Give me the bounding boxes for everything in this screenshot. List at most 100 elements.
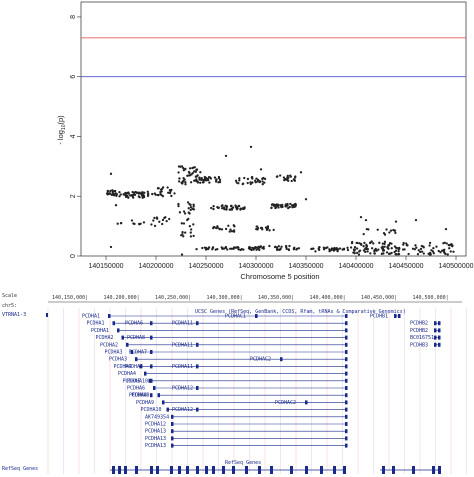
data-point [212, 207, 215, 211]
data-point [177, 204, 180, 208]
gene-exon [434, 328, 437, 333]
track-title: UCSC Genes (RefSeq, GenBank, CCDS, Rfam,… [195, 309, 406, 315]
data-point [276, 175, 279, 178]
data-point [205, 246, 208, 250]
data-point [213, 176, 217, 179]
data-point [196, 180, 199, 183]
data-point [369, 252, 372, 255]
data-point [177, 180, 181, 183]
data-point [173, 192, 176, 195]
data-point [160, 190, 163, 193]
data-point [161, 222, 164, 226]
browser-grid [47, 308, 467, 474]
manhattan-plot: 0 2 4 6 8 140150000 140200000 140250000 1403000… [56, 1, 474, 280]
gene-label-c3: PCDHAC1 [225, 314, 246, 320]
data-point [186, 174, 189, 177]
gene-exon [171, 429, 174, 434]
gene-exon [434, 342, 437, 347]
data-point [378, 241, 381, 244]
gene-label-mid: PCDHA8 [127, 335, 145, 341]
data-point [413, 248, 416, 251]
gene-exon [196, 342, 199, 347]
data-point [322, 248, 326, 251]
x-axis: 140150000 140200000 140250000 140300000 1403… [88, 256, 474, 270]
gene-exon [438, 328, 441, 333]
gene-label-mid2: PCDHA12 [172, 407, 193, 413]
gene-exon [434, 335, 437, 340]
data-point [383, 245, 386, 248]
refseq-exon [135, 466, 138, 474]
gene-label-mid: PCDHA10 [127, 378, 148, 384]
data-point [141, 193, 145, 197]
data-point [216, 248, 219, 251]
gene-exon [345, 378, 348, 383]
gene-label-mid: PCDHA7 [129, 350, 147, 356]
data-point [443, 248, 446, 251]
data-point [393, 250, 396, 254]
data-point [130, 219, 134, 222]
data-point [287, 206, 290, 210]
gene-exon [280, 357, 283, 362]
data-point [182, 235, 185, 238]
data-point [152, 219, 155, 222]
data-point [127, 196, 130, 199]
refseq-exon [178, 466, 181, 474]
data-point [388, 231, 391, 234]
refseq-exon [258, 466, 261, 474]
data-point [108, 192, 111, 195]
gene-exon [255, 314, 258, 318]
data-point [414, 244, 417, 247]
data-point [335, 246, 338, 250]
data-point [416, 252, 420, 256]
data-point [259, 245, 263, 248]
data-point [328, 250, 331, 253]
data-point [380, 246, 383, 249]
gene-exon [150, 393, 153, 398]
data-point [420, 250, 424, 253]
gene-label-right: PCDHB2 [410, 321, 428, 327]
data-point [151, 192, 154, 196]
data-point [229, 208, 232, 211]
data-point [286, 178, 289, 181]
y-tick-label: 0 [70, 254, 77, 258]
data-point [143, 191, 146, 194]
data-point [133, 193, 137, 197]
data-point [249, 145, 253, 149]
data-point [349, 246, 353, 249]
y-tick-label: 6 [70, 75, 77, 79]
data-point [246, 177, 250, 181]
data-point [287, 248, 291, 252]
data-point [147, 192, 150, 195]
data-point [251, 181, 254, 184]
data-point [170, 194, 173, 198]
refseq-exon [382, 466, 385, 474]
data-point [366, 250, 369, 253]
data-point [168, 217, 171, 221]
x-tick-label: 140200000 [138, 263, 173, 270]
data-point [383, 242, 386, 245]
data-point [182, 169, 185, 172]
data-point [224, 204, 227, 207]
data-point [217, 175, 221, 179]
data-point [295, 247, 299, 250]
data-point [261, 177, 264, 180]
gene-label-c3: PCDHAC2 [250, 357, 271, 363]
data-point [135, 191, 138, 194]
data-point [166, 186, 169, 189]
data-point [202, 178, 205, 182]
gene-exon [112, 321, 115, 326]
data-point [168, 188, 172, 192]
data-point [452, 250, 455, 253]
data-point [160, 187, 164, 191]
y-tick-label: 2 [70, 194, 77, 198]
data-point [289, 202, 292, 206]
data-point [229, 228, 232, 231]
data-point [445, 242, 448, 245]
data-point [419, 250, 422, 254]
svg-text:- log10(p): - log10(p) [56, 115, 67, 145]
data-point [279, 174, 282, 177]
data-point [449, 250, 452, 253]
refseq-exon [245, 466, 248, 474]
data-point [286, 204, 289, 207]
data-point [382, 252, 385, 255]
